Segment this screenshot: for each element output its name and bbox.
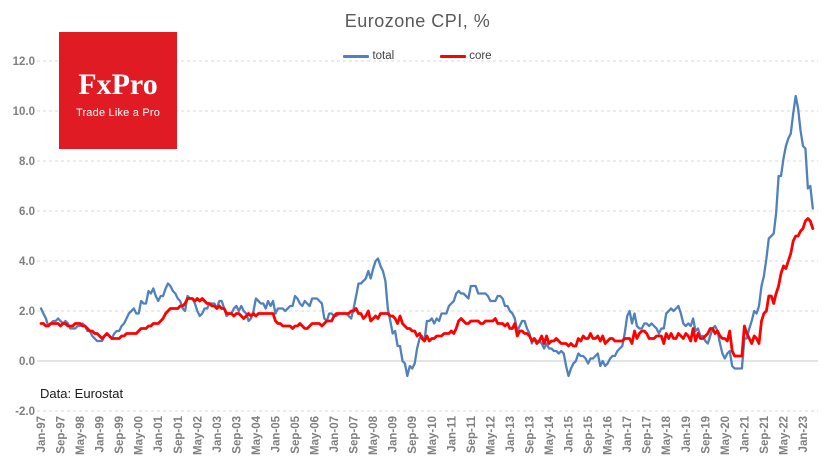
x-axis-label: Jan-13	[505, 416, 517, 452]
core-line-swatch	[440, 54, 467, 58]
x-axis-label: Sep-09	[407, 416, 419, 454]
legend: total core	[0, 50, 835, 62]
y-axis-label: -2.0	[15, 406, 35, 418]
x-axis-label: Jan-01	[153, 415, 165, 452]
x-axis-label: Jan-11	[446, 415, 458, 451]
y-axis-label: 12.0	[13, 56, 35, 68]
x-axis-label: Jan-03	[212, 416, 224, 452]
legend-label-core: core	[469, 50, 492, 62]
x-axis-label: May-12	[485, 416, 497, 455]
x-axis-label: Jan-05	[270, 415, 282, 452]
x-axis-label: Sep-99	[114, 416, 126, 454]
x-axis-label: May-18	[661, 415, 673, 455]
y-axis-label: 4.0	[19, 256, 35, 268]
data-source-note: Data: Eurostat	[40, 386, 124, 401]
y-axis-label: 6.0	[19, 206, 35, 218]
x-axis-label: May-00	[134, 416, 146, 455]
x-axis-label: Jan-97	[36, 416, 48, 452]
y-axis-label: 2.0	[19, 306, 35, 318]
x-axis-label: Jan-23	[798, 416, 810, 452]
x-axis-label: Jan-99	[95, 416, 107, 452]
x-axis-label: Jan-21	[739, 415, 751, 452]
fxpro-logo-text: FxPro	[78, 68, 158, 101]
x-axis-label: Sep-21	[759, 415, 771, 453]
x-axis-label: May-98	[75, 415, 87, 455]
x-axis-label: May-04	[251, 415, 263, 455]
x-axis-label: Sep-01	[173, 415, 185, 453]
x-axis-label: Sep-11	[466, 415, 478, 453]
x-axis-label: Jan-09	[388, 416, 400, 452]
x-axis-label: May-14	[544, 415, 556, 455]
x-axis-label: Sep-07	[349, 416, 361, 454]
legend-item-core: core	[440, 50, 492, 62]
legend-item-total: total	[343, 50, 394, 62]
y-axis-label: 8.0	[19, 156, 35, 168]
x-axis-label: Sep-17	[642, 416, 654, 454]
x-axis-label: Sep-97	[56, 416, 68, 454]
x-axis-label: May-20	[720, 416, 732, 455]
fxpro-logo-tagline: Trade Like a Pro	[75, 107, 161, 119]
x-axis-label: May-08	[368, 415, 380, 455]
series-line-total	[39, 94, 814, 378]
y-axis-label: 10.0	[13, 106, 35, 118]
x-axis-label: May-06	[310, 416, 322, 455]
fxpro-logo: FxPro Trade Like a Pro	[59, 32, 177, 149]
x-axis-label: May-02	[192, 416, 204, 455]
x-axis-label: May-10	[427, 416, 439, 455]
chart-title: Eurozone CPI, %	[344, 11, 491, 31]
total-line-swatch	[343, 54, 370, 58]
x-axis-label: Jan-15	[564, 415, 576, 452]
y-axis-label: 0.0	[19, 356, 35, 368]
x-axis-label: May-16	[603, 416, 615, 455]
x-axis-label: Sep-13	[524, 416, 536, 454]
x-axis-label: Sep-15	[583, 415, 595, 453]
x-axis-label: May-22	[778, 416, 790, 455]
x-axis-label: Sep-05	[290, 415, 302, 453]
legend-label-total: total	[372, 50, 395, 62]
x-axis-label: Jan-19	[681, 416, 693, 452]
x-axis-label: Sep-19	[700, 416, 712, 454]
x-axis-label: Sep-03	[231, 416, 243, 454]
series-line-core	[39, 217, 815, 358]
x-axis-label: Jan-17	[622, 416, 634, 452]
x-axis-label: Jan-07	[329, 416, 341, 452]
